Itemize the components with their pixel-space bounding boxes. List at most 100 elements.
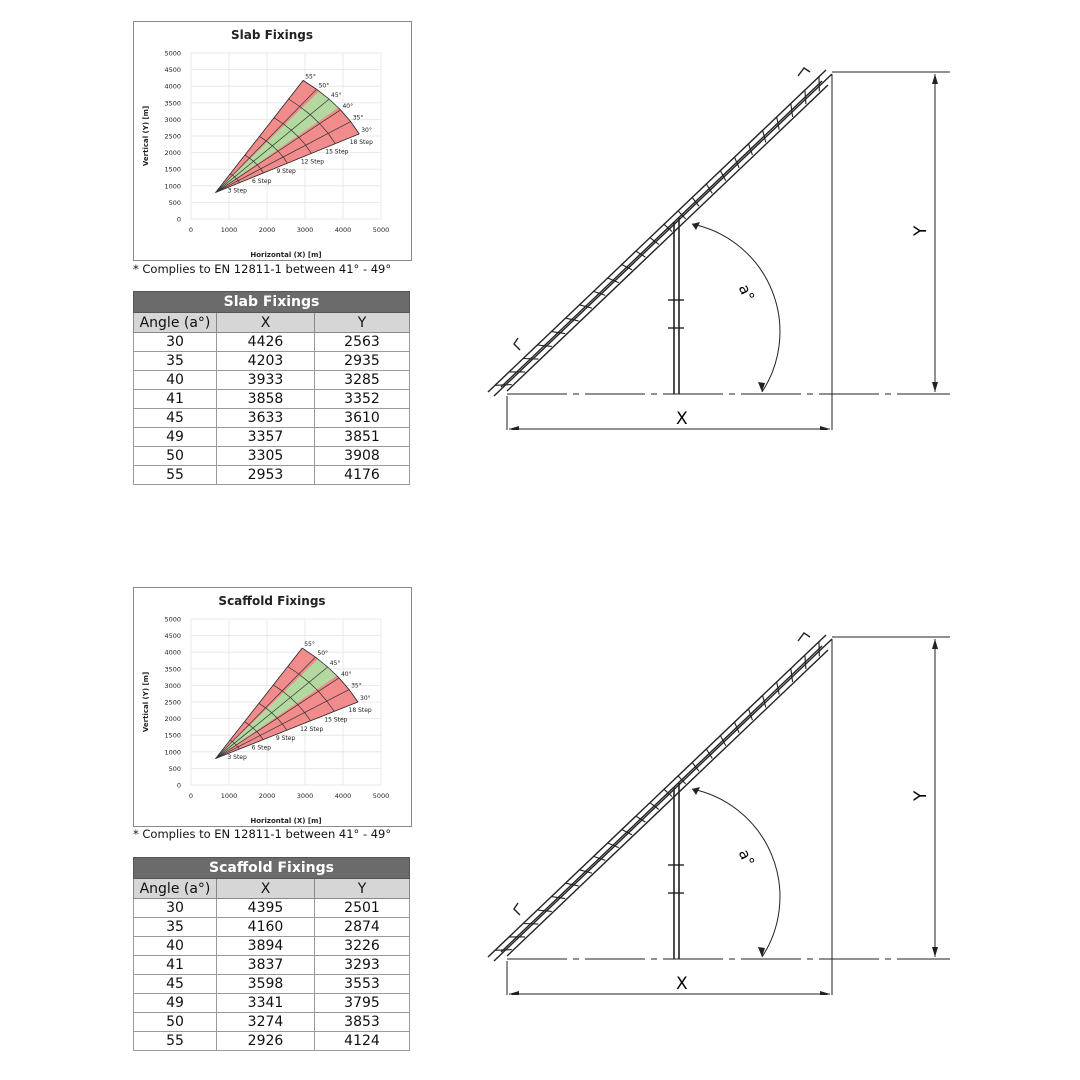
ladder-rungs [494,641,820,951]
x-tick-label: 4000 [335,792,352,800]
scaffold-header-angle: Angle (a°) [133,878,217,899]
x-axis-label: Horizontal (X) [m] [250,251,321,259]
ladder-rung [579,304,593,309]
ladder-rung [719,735,727,746]
angle-cell: 55 [133,465,217,485]
scaffold-table-title: Scaffold Fixings [133,857,410,879]
ladder-rung [663,788,673,798]
ladder-rung [565,882,579,887]
step-arc [244,154,264,174]
y-cell: 3553 [314,974,410,994]
table-row: 41 3837 3293 [133,955,410,975]
step-arc [273,684,311,722]
y-tick-label: 2500 [164,133,181,141]
step-arc [302,647,359,703]
step-arc [287,666,335,712]
table-row: 49 3357 3851 [133,427,410,447]
y-cell: 3610 [314,408,410,428]
y-cell: 3226 [314,936,410,956]
x-tick-label: 2000 [259,226,276,234]
slab-ladder-diagram: X Y a° [480,50,980,434]
ladder-rung [621,264,633,271]
angle-cell: 30 [133,898,217,918]
angle-cell: 49 [133,993,217,1013]
slab-header-angle: Angle (a°) [133,312,217,333]
x-label: X [676,974,688,994]
step-label: 3 Step [228,188,248,195]
y-tick-label: 0 [177,782,181,790]
x-cell: 4160 [216,917,315,937]
x-tick-label: 1000 [221,226,238,234]
step-label: 9 Step [276,735,296,742]
x-tick-label: 5000 [373,226,390,234]
ladder-rail-inner [500,80,823,388]
x-cell: 2926 [216,1031,315,1051]
angle-cell: 45 [133,974,217,994]
ladder-rung [733,721,740,734]
ladder-rung [747,708,753,721]
step-label: 15 Step [325,149,348,156]
ladder-rung [804,90,807,105]
y-tick-label: 2500 [164,699,181,707]
angle-label: 45° [331,92,342,99]
y-cell: 4176 [314,465,410,485]
y-tick-label: 3000 [164,116,181,124]
ladder-rail-lower [487,69,827,393]
x-tick-label: 3000 [297,226,314,234]
slab-table-title: Slab Fixings [133,291,410,313]
ladder-rail-upper [493,73,833,397]
scaffold-chart-svg: Scaffold Fixings 0 500 1000 1500 2000 2500 3000… [142,594,389,825]
angle-label: 30° [360,695,371,702]
x-cell: 4395 [216,898,315,918]
x-cell: 3858 [216,389,315,409]
table-row: 35 4160 2874 [133,917,410,937]
ladder-rung [565,317,579,322]
y-tick-label: 500 [169,765,181,773]
table-row: 55 2953 4176 [133,465,410,485]
y-cell: 3795 [314,993,410,1013]
step-arc [273,117,312,154]
chart-title: Slab Fixings [231,28,313,42]
table-row: 45 3633 3610 [133,408,410,428]
x-tick-label: 0 [189,792,193,800]
top-hook [797,67,811,77]
angle-cell: 50 [133,446,217,466]
y-tick-label: 4500 [164,66,181,74]
angle-label: 35° [353,115,364,122]
ladder-rail-lower [487,634,827,958]
step-arc [258,703,288,731]
ladder-rung [649,802,660,810]
ladder-rung [762,695,767,708]
table-row: 50 3305 3908 [133,446,410,466]
x-cell: 4426 [216,332,315,352]
angle-label: 55° [305,73,316,80]
y-tick-label: 1000 [164,182,181,190]
y-axis-label: Vertical (Y) [m] [142,106,150,166]
angle-cell: 35 [133,917,217,937]
table-row: 40 3894 3226 [133,936,410,956]
angle-arrow-top [692,787,700,795]
x-label: X [676,409,688,429]
table-row: 50 3274 3853 [133,1012,410,1032]
ladder-rung [790,103,794,117]
x-arrow-right [820,426,830,432]
slab-chart-svg: Slab Fixings 0 500 1000 1500 2000 2500 3000 3500… [142,28,390,259]
angle-label: 45° [330,660,341,667]
x-cell: 2953 [216,465,315,485]
top-hook [797,632,811,642]
y-cell: 2501 [314,898,410,918]
angle-arc [691,788,781,958]
ladder-rung [691,197,700,207]
ladder-rung [607,842,619,849]
table-row: 35 4203 2935 [133,351,410,371]
bottom-hook [513,902,521,916]
y-tick-label: 1500 [164,166,181,174]
angle-cell: 55 [133,1031,217,1051]
angle-cell: 41 [133,955,217,975]
scaffold-ladder-svg: X Y a° [487,632,950,999]
ladder-rung [719,170,727,181]
x-cell: 3274 [216,1012,315,1032]
scaffold-table: Scaffold Fixings Angle (a°) X Y 30 4395 25… [133,857,410,1051]
angle-label: a° [735,281,758,304]
ladder-rung [621,829,633,836]
